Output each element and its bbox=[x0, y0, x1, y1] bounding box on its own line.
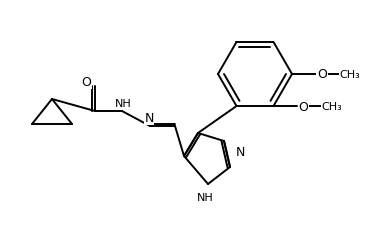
Text: N: N bbox=[235, 145, 245, 158]
Text: NH: NH bbox=[197, 192, 213, 202]
Text: NH: NH bbox=[115, 98, 131, 109]
Text: CH₃: CH₃ bbox=[321, 102, 342, 112]
Text: O: O bbox=[81, 76, 91, 89]
Text: O: O bbox=[317, 68, 327, 81]
Text: O: O bbox=[298, 100, 308, 113]
Text: N: N bbox=[144, 112, 154, 125]
Text: CH₃: CH₃ bbox=[340, 70, 360, 80]
